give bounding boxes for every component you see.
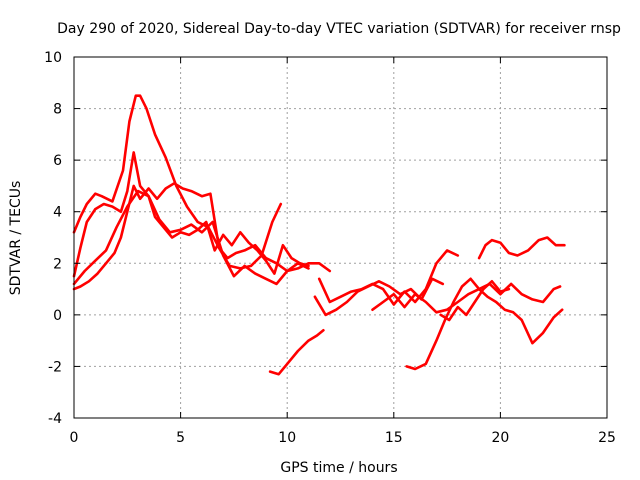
y-tick-label: 8 bbox=[53, 102, 62, 118]
series-layer bbox=[72, 94, 566, 376]
series-sat-g bbox=[317, 249, 460, 306]
series-sat-j bbox=[439, 279, 511, 322]
y-tick-label: 0 bbox=[53, 308, 62, 324]
y-tick-label: 2 bbox=[53, 256, 62, 272]
x-tick-label: 0 bbox=[70, 430, 79, 446]
y-tick-label: -2 bbox=[48, 359, 62, 375]
y-tick-label: -4 bbox=[48, 411, 62, 427]
x-tick-label: 20 bbox=[491, 430, 509, 446]
series-sat-e bbox=[268, 328, 325, 376]
y-tick-label: 10 bbox=[44, 50, 62, 66]
plot-frame bbox=[73, 56, 608, 419]
series-sat-f bbox=[313, 277, 445, 317]
tick-layer: 0 5 10 15 20 25 -4 -2 0 2 4 6 8 10 bbox=[44, 50, 616, 446]
series-sat-i bbox=[405, 277, 564, 371]
x-tick-label: 15 bbox=[385, 430, 403, 446]
x-tick-label: 25 bbox=[598, 430, 616, 446]
series-sat-h bbox=[371, 282, 562, 314]
x-tick-label: 5 bbox=[176, 430, 185, 446]
x-axis-label: GPS time / hours bbox=[280, 460, 397, 476]
y-tick-label: 4 bbox=[53, 205, 62, 221]
grid-layer bbox=[74, 57, 607, 418]
series-sat-k bbox=[477, 236, 566, 260]
x-tick-label: 10 bbox=[278, 430, 296, 446]
y-axis-label: SDTVAR / TECUs bbox=[8, 181, 24, 296]
series-sat-d bbox=[72, 189, 310, 286]
series-sat-c bbox=[72, 151, 310, 278]
y-tick-label: 6 bbox=[53, 153, 62, 169]
chart-title: Day 290 of 2020, Sidereal Day-to-day VTE… bbox=[57, 21, 621, 37]
